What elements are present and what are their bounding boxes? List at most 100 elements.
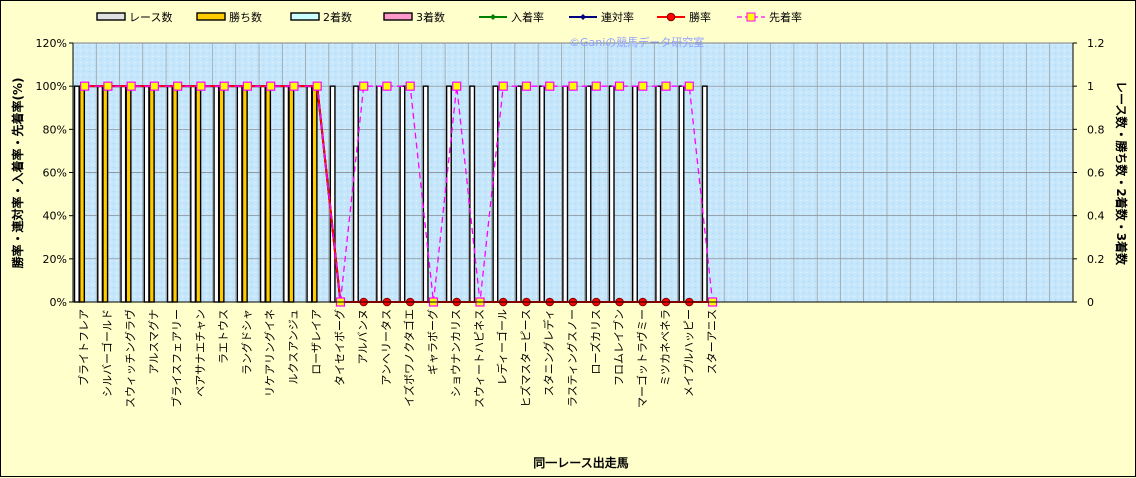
x-tick-label: ローズカリス <box>588 309 602 374</box>
bar <box>73 85 80 303</box>
bar <box>102 85 109 303</box>
bar <box>283 85 290 303</box>
point <box>614 81 625 91</box>
y-tick-label-left: 20% <box>43 253 67 266</box>
legend-swatch <box>290 12 320 21</box>
x-tick-label: アルスマグナ <box>146 309 160 375</box>
watermark: ©Ganiの競馬データ研究室 <box>569 35 704 49</box>
legend-swatch <box>383 12 413 21</box>
point <box>638 81 648 91</box>
y-axis-title-right: レース数・勝ち数・2着数・3着数 <box>1114 81 1129 266</box>
legend-label: 勝率 <box>689 10 711 24</box>
bar <box>399 85 406 303</box>
bar <box>608 85 615 303</box>
x-tick-label: ブライスフェアリー <box>170 309 184 408</box>
x-tick-label: スウィッチングラヴ <box>123 309 137 408</box>
bar <box>311 85 318 303</box>
y-tick-label-left: 100% <box>36 80 67 93</box>
point <box>591 81 601 91</box>
x-tick-label: フロムレイブン <box>612 309 626 386</box>
x-tick-label: シルバーゴールド <box>100 309 114 397</box>
x-tick-label: ブライトフレア <box>77 309 91 386</box>
bar <box>352 85 359 303</box>
legend-label: 2着数 <box>323 10 352 24</box>
y-tick-label-right: 0.8 <box>1087 123 1105 136</box>
bar <box>120 85 127 303</box>
point <box>568 81 578 91</box>
point <box>289 81 299 91</box>
bar <box>148 85 155 303</box>
bar <box>143 85 150 303</box>
bar <box>701 85 708 303</box>
point <box>80 81 90 91</box>
y-tick-label-right: 0.4 <box>1087 210 1105 223</box>
bar <box>213 85 220 303</box>
bar <box>259 85 266 303</box>
bar <box>79 85 86 303</box>
bar <box>218 85 225 303</box>
bar <box>172 85 179 303</box>
bar <box>166 85 173 303</box>
point <box>149 81 159 91</box>
x-tick-label: スウィートハピネス <box>473 309 486 408</box>
x-tick-label: ラスティングスノー <box>565 309 579 407</box>
point <box>312 81 322 91</box>
legend-label: 入着率 <box>511 10 544 24</box>
bar <box>97 85 104 303</box>
legend-swatch <box>196 12 226 21</box>
y-tick-label-right: 0.2 <box>1087 253 1105 266</box>
point <box>359 81 369 91</box>
bar <box>306 85 313 303</box>
y-tick-label-left: 40% <box>43 210 67 223</box>
x-tick-label: ギャラボーグ <box>425 309 439 375</box>
bar <box>655 85 662 303</box>
legend-marker <box>490 14 496 20</box>
point <box>452 81 462 91</box>
x-tick-label: ラングドシャ <box>239 309 253 375</box>
legend-marker <box>666 12 676 22</box>
point <box>661 81 671 91</box>
x-tick-label: ラエトウス <box>217 309 230 364</box>
y-axis-title-left: 勝率・連対率・入着率・先着率(%) <box>10 78 25 269</box>
bar <box>445 85 452 303</box>
bar <box>376 85 383 303</box>
x-tick-label: ショウナンカリス <box>450 309 463 397</box>
point <box>382 81 392 91</box>
x-tick-label: メイプルハッピー <box>682 309 695 397</box>
legend-label: 連対率 <box>601 10 634 24</box>
legend-label: 勝ち数 <box>229 10 262 24</box>
legend-label: 3着数 <box>416 10 445 24</box>
legend-marker <box>580 14 586 20</box>
bar <box>678 85 685 303</box>
y-tick-label-right: 1.2 <box>1087 37 1105 50</box>
y-tick-label-left: 80% <box>43 123 67 136</box>
bar <box>288 85 295 303</box>
point <box>173 81 183 91</box>
x-tick-label: レディーゴール <box>495 309 509 385</box>
x-tick-label: ベアサナエチャン <box>194 309 207 397</box>
line-series <box>84 85 714 303</box>
legend-label: レース数 <box>129 11 172 24</box>
x-tick-label: アンヘリータス <box>380 309 393 386</box>
point <box>242 81 253 91</box>
x-axis-title: 同一レース出走馬 <box>533 455 628 470</box>
point <box>126 81 136 91</box>
point <box>266 81 276 91</box>
x-tick-label: スタニングレディ <box>542 309 556 396</box>
point <box>196 81 206 91</box>
bar <box>329 85 336 303</box>
y-tick-label-right: 0 <box>1087 296 1094 309</box>
x-tick-label: ヒズマスターピース <box>518 309 532 407</box>
bar <box>190 85 197 303</box>
point <box>684 81 694 91</box>
bar <box>422 85 429 303</box>
bar <box>515 85 522 303</box>
x-tick-label: マーゴットラヴミー <box>635 309 649 408</box>
x-tick-label: ミツカネベネラ <box>659 309 672 386</box>
point <box>498 81 508 91</box>
point <box>103 81 113 91</box>
bar <box>562 85 569 303</box>
x-tick-label: タイセイボーグ <box>332 309 346 386</box>
